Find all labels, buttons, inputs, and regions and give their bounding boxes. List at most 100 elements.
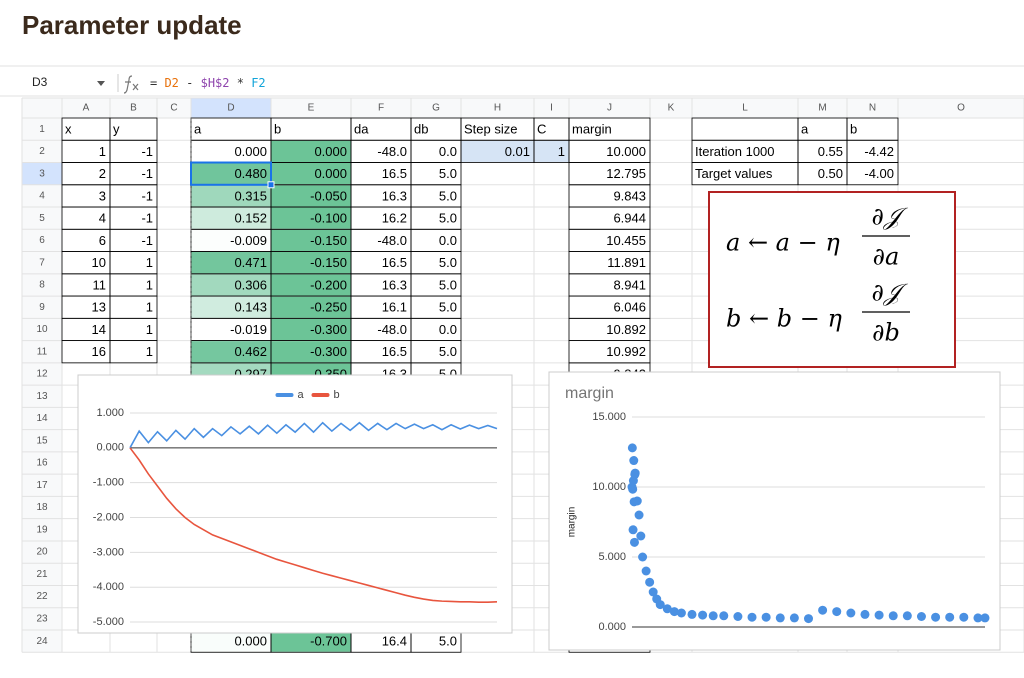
cell-text[interactable]: a (194, 122, 202, 137)
cell-text[interactable]: 1 (146, 277, 153, 292)
column-header[interactable]: C (170, 103, 177, 114)
cell-text[interactable]: 1 (99, 144, 106, 159)
cell-text[interactable]: 16.1 (382, 300, 407, 315)
column-header[interactable]: O (957, 103, 965, 114)
formula-text[interactable]: = D2 - $H$2 * F2 (150, 76, 266, 90)
cell-text[interactable]: 5.0 (439, 255, 457, 270)
cell-text[interactable]: 6.944 (613, 211, 646, 226)
cell-text[interactable]: -1 (141, 188, 153, 203)
cell-text[interactable]: margin (572, 122, 612, 137)
cell-text[interactable]: -4.00 (864, 166, 894, 181)
cell-text[interactable]: 11.891 (607, 255, 646, 270)
cell-text[interactable]: 0.000 (234, 144, 267, 159)
row-header[interactable]: 8 (39, 280, 45, 291)
cell-text[interactable]: -0.009 (230, 233, 267, 248)
column-header[interactable]: A (83, 103, 90, 114)
cell-text[interactable]: 5.0 (439, 344, 457, 359)
cell-text[interactable]: 0.000 (314, 144, 347, 159)
cell-text[interactable]: 10.892 (606, 322, 646, 337)
cell-text[interactable]: 0.01 (505, 144, 530, 159)
row-header[interactable]: 9 (39, 302, 45, 313)
row-header[interactable]: 7 (39, 257, 45, 268)
row-header[interactable]: 22 (36, 591, 48, 602)
cell-text[interactable]: 13 (92, 300, 106, 315)
cell-text[interactable]: 12.795 (606, 166, 646, 181)
cell-text[interactable]: 16.5 (382, 255, 407, 270)
cell-text[interactable]: 10.000 (606, 144, 646, 159)
cell-text[interactable]: 16 (92, 344, 106, 359)
column-header[interactable]: J (607, 103, 612, 114)
cell-text[interactable]: 0.000 (234, 634, 267, 649)
cell-text[interactable]: 1 (558, 144, 565, 159)
cell-text[interactable]: -48.0 (377, 233, 407, 248)
cell-text[interactable]: 5.0 (439, 300, 457, 315)
cell-text[interactable]: -0.150 (310, 233, 347, 248)
row-header[interactable]: 4 (39, 191, 45, 202)
column-header[interactable]: D (227, 103, 234, 114)
cell-text[interactable]: 5.0 (439, 166, 457, 181)
row-header[interactable]: 14 (36, 413, 48, 424)
cell-text[interactable]: 16.5 (382, 166, 407, 181)
cell-text[interactable]: -1 (141, 166, 153, 181)
cell-text[interactable]: 11 (93, 277, 107, 292)
cell-text[interactable]: 16.2 (382, 211, 407, 226)
cell-text[interactable]: 10.992 (606, 344, 646, 359)
cell-text[interactable]: y (113, 122, 120, 137)
cell-text[interactable]: 0.55 (818, 144, 843, 159)
cell-text[interactable]: a (801, 122, 809, 137)
column-header[interactable]: N (869, 103, 876, 114)
row-header[interactable]: 6 (39, 235, 45, 246)
cell-text[interactable]: -48.0 (377, 144, 407, 159)
cell-text[interactable]: -0.700 (310, 634, 347, 649)
row-header[interactable]: 19 (36, 524, 48, 535)
cell-text[interactable]: 0.0 (439, 233, 457, 248)
row-header[interactable]: 16 (36, 458, 48, 469)
cell-text[interactable]: Step size (464, 122, 517, 137)
row-header[interactable]: 11 (37, 346, 48, 357)
cell-text[interactable]: -0.150 (310, 255, 347, 270)
column-header[interactable]: B (130, 103, 137, 114)
cell-text[interactable]: x (65, 122, 72, 137)
row-header[interactable]: 20 (36, 547, 48, 558)
column-header[interactable]: K (668, 103, 675, 114)
cell-text[interactable]: 0.480 (234, 166, 267, 181)
cell-text[interactable]: C (537, 122, 546, 137)
cell-text[interactable]: 1 (146, 344, 153, 359)
cell-text[interactable]: 1 (146, 300, 153, 315)
cell-text[interactable]: 16.4 (382, 634, 407, 649)
cell-text[interactable]: -4.42 (864, 144, 894, 159)
row-header[interactable]: 17 (36, 480, 48, 491)
cell-text[interactable]: 5.0 (439, 211, 457, 226)
cell-text[interactable]: 0.000 (314, 166, 347, 181)
cell-text[interactable]: 0.0 (439, 322, 457, 337)
cell-text[interactable]: 0.462 (234, 344, 267, 359)
cell-text[interactable]: 1 (146, 322, 153, 337)
cell-text[interactable]: -0.100 (310, 211, 347, 226)
cell-text[interactable]: 1 (146, 255, 153, 270)
row-header[interactable]: 3 (39, 168, 45, 179)
cell-text[interactable]: -0.300 (310, 344, 347, 359)
cell-text[interactable]: -0.200 (310, 277, 347, 292)
cell-text[interactable]: 0.471 (234, 255, 267, 270)
cell-text[interactable]: 3 (99, 188, 106, 203)
cell-text[interactable]: 5.0 (439, 634, 457, 649)
cell-text[interactable]: 0.143 (234, 300, 267, 315)
column-header[interactable]: H (494, 103, 501, 114)
cell-text[interactable]: -0.019 (230, 322, 267, 337)
cell-text[interactable]: -1 (141, 144, 153, 159)
cell-text[interactable]: 0.50 (818, 166, 843, 181)
cell-text[interactable]: 16.3 (382, 188, 407, 203)
row-header[interactable]: 15 (36, 435, 48, 446)
column-header[interactable]: L (742, 103, 748, 114)
row-header[interactable]: 12 (36, 369, 48, 380)
row-header[interactable]: 21 (36, 569, 48, 580)
cell-text[interactable]: Iteration 1000 (695, 144, 775, 159)
cell-text[interactable]: 6 (99, 233, 106, 248)
cell-text[interactable]: -0.050 (310, 188, 347, 203)
cell-text[interactable]: Target values (695, 166, 773, 181)
row-header[interactable]: 23 (36, 613, 48, 624)
cell-text[interactable]: -0.250 (310, 300, 347, 315)
cell-text[interactable]: 0.306 (234, 277, 267, 292)
column-header[interactable]: F (378, 103, 384, 114)
cell-text[interactable]: 8.941 (613, 277, 646, 292)
